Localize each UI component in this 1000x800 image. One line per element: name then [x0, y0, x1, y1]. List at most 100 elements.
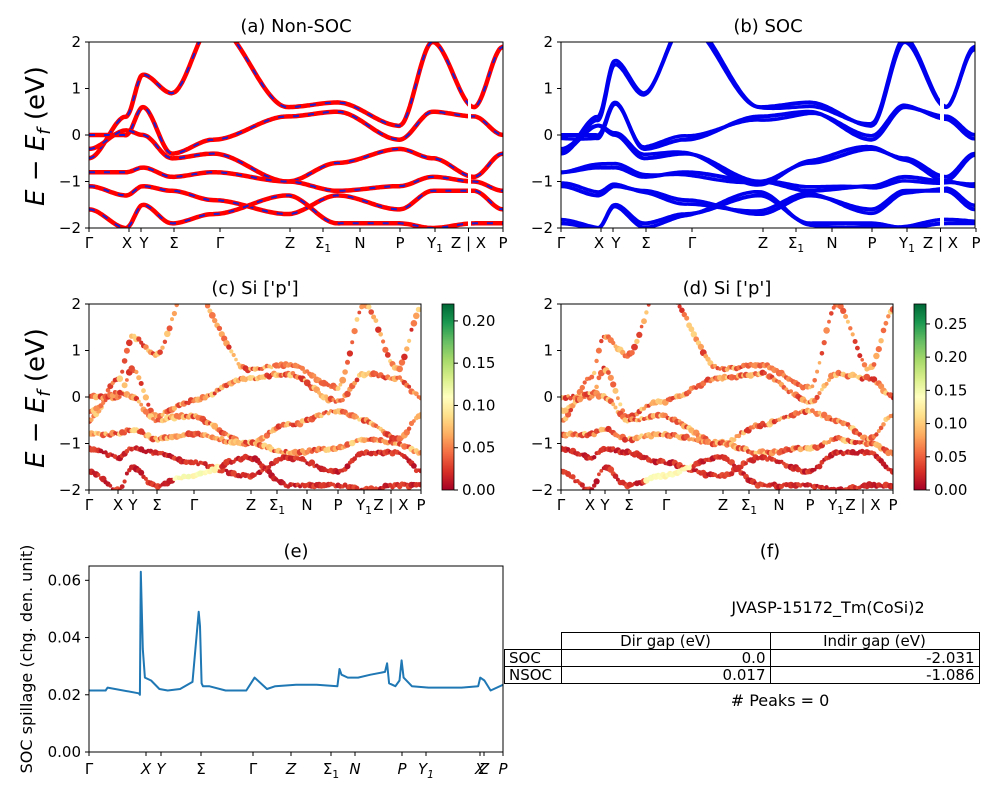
- panel-d-ytick-label: −2: [531, 481, 553, 499]
- panel-d-ytick-label: 1: [543, 342, 553, 360]
- proj-point: [599, 469, 604, 473]
- panel-c-xtick-label: P: [333, 496, 342, 514]
- proj-point: [340, 397, 345, 403]
- gap-table-corner: [505, 633, 562, 650]
- proj-point: [103, 398, 108, 403]
- proj-point: [119, 484, 125, 489]
- proj-point: [196, 289, 200, 293]
- proj-point: [568, 396, 573, 401]
- panel-d-xtick-label: P: [805, 496, 814, 514]
- proj-point: [810, 384, 815, 389]
- panel-c-si-p-projection: (c) Si ['p'] −2 −1 0 1 2 Γ X Y Σ Γ Z Σ1 N P Y1 Z | X P 0.0…: [59, 278, 496, 517]
- panel-b-path-break: [940, 43, 944, 227]
- proj-point: [418, 412, 421, 418]
- proj-point: [418, 395, 421, 401]
- proj-point: [339, 376, 347, 384]
- proj-point: [189, 285, 193, 289]
- panel-a-ytick-label: 2: [71, 33, 81, 51]
- proj-point: [589, 487, 595, 490]
- gap-table-wrapper: Dir gap (eV) Indir gap (eV) SOC 0.0 -2.0…: [504, 632, 980, 684]
- panel-e-xtick-label: Z: [285, 760, 297, 778]
- proj-point: [816, 463, 823, 470]
- panel-d-si-p-projection: (d) Si ['p'] −2 −1 0 1 2 Γ X Y Σ Γ Z Σ1 N P Y1 Z | X P 0.0…: [531, 278, 968, 517]
- proj-point: [875, 346, 882, 353]
- panel-e-ylabel: SOC spillage (chg. den. unit): [17, 545, 36, 774]
- proj-point: [136, 399, 141, 404]
- panel-d-xtick-label: Σ1: [741, 496, 757, 517]
- band-line-split-3: [561, 161, 975, 190]
- panel-c-ytick-label: 0: [71, 388, 81, 406]
- soc-dir-gap: 0.0: [560, 649, 771, 667]
- panel-b-xtick-label: Z: [758, 234, 768, 252]
- proj-point: [873, 352, 880, 360]
- proj-point: [629, 350, 635, 356]
- proj-point: [827, 378, 831, 382]
- panel-d-title: (d) Si ['p']: [683, 278, 772, 299]
- proj-point: [143, 344, 149, 350]
- proj-point: [852, 339, 858, 344]
- band-dash-1: [89, 106, 503, 155]
- proj-point: [824, 381, 829, 386]
- proj-point: [141, 388, 146, 394]
- proj-point: [201, 296, 205, 300]
- proj-point: [850, 332, 855, 337]
- proj-point: [639, 324, 644, 329]
- proj-point: [579, 482, 585, 488]
- panel-b-xtick-label: Z | X: [923, 234, 958, 252]
- panel-a-bands: [89, 42, 503, 228]
- proj-point: [890, 396, 893, 401]
- row1-ylabel: E − Ef (eV): [21, 66, 55, 206]
- proj-point: [607, 374, 614, 381]
- panel-e-xtick-label: X: [140, 760, 152, 778]
- gap-table-header-indir: Indir gap (eV): [769, 632, 980, 650]
- proj-point: [634, 338, 640, 345]
- proj-point: [843, 314, 849, 319]
- proj-point: [191, 286, 195, 290]
- proj-point: [607, 466, 615, 473]
- proj-point: [208, 312, 216, 319]
- proj-point: [409, 327, 414, 332]
- proj-point: [845, 319, 850, 324]
- proj-point: [665, 287, 670, 292]
- proj-point: [354, 317, 360, 322]
- proj-point: [562, 407, 569, 414]
- panel-d-cbar-tick-label: 0.10: [934, 415, 967, 433]
- proj-point: [673, 295, 677, 299]
- proj-point: [335, 386, 341, 391]
- panel-e-xtick-label: Y: [156, 760, 167, 778]
- proj-point: [384, 352, 391, 358]
- proj-point: [375, 326, 382, 333]
- proj-point: [357, 310, 362, 315]
- proj-point: [371, 314, 377, 320]
- panel-e-xtick-label: N: [349, 760, 360, 778]
- proj-point: [610, 381, 617, 388]
- proj-point: [648, 298, 653, 303]
- panel-e-xtick-label: Γ: [85, 760, 94, 778]
- proj-point: [819, 351, 825, 356]
- band-dash-4: [89, 185, 503, 216]
- proj-point: [596, 375, 602, 381]
- proj-point: [212, 391, 217, 396]
- nsoc-dir-gap: 0.017: [560, 666, 771, 684]
- panel-b-ytick-label: 1: [543, 80, 553, 98]
- panel-d-xtick-label: Γ: [557, 496, 566, 514]
- proj-point: [413, 391, 419, 397]
- proj-point: [410, 320, 418, 327]
- panel-e-ytick-label: 0.04: [48, 629, 81, 647]
- proj-point: [731, 437, 737, 443]
- proj-point: [644, 310, 649, 315]
- row-label-nsoc: NSOC: [504, 666, 562, 684]
- spillage-line: [89, 570, 503, 696]
- panel-b-xtick-label: P: [867, 234, 876, 252]
- panel-c-cbar-tick-label: 0.05: [462, 439, 495, 457]
- proj-point: [815, 369, 820, 374]
- panel-e-xtick-label: Γ: [249, 760, 258, 778]
- proj-point: [105, 387, 111, 393]
- proj-point: [652, 291, 656, 295]
- proj-point: [677, 304, 682, 309]
- panel-d-cbar-tick-label: 0.15: [934, 381, 967, 399]
- panel-e-xtick-label: P: [498, 760, 508, 778]
- proj-point: [876, 429, 881, 433]
- proj-point: [234, 357, 238, 362]
